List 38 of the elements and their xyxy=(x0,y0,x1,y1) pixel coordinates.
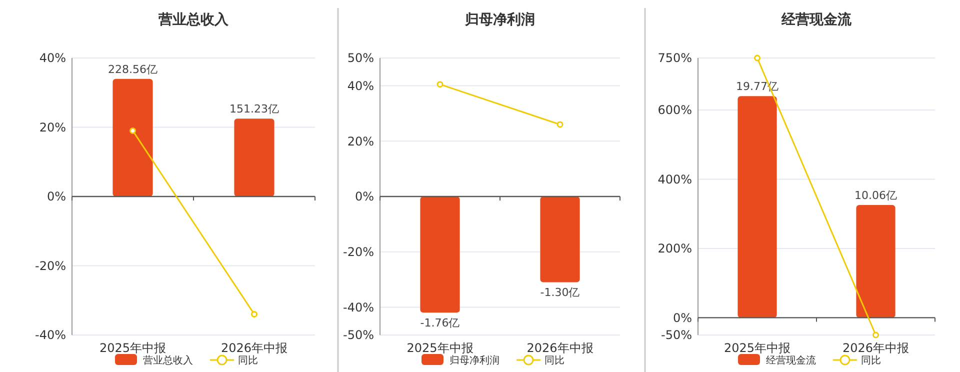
y-tick-label: 50% xyxy=(347,51,374,66)
y-tick-label: 20% xyxy=(347,134,374,148)
y-tick-label: 20% xyxy=(39,120,66,134)
y-tick-label: 0% xyxy=(354,190,374,204)
y-tick-label: 400% xyxy=(658,172,692,186)
data-label: -1.76亿 xyxy=(420,316,460,330)
legend-label: 同比 xyxy=(861,354,881,366)
legend-label: 同比 xyxy=(238,354,258,366)
data-label: -1.30亿 xyxy=(540,286,580,300)
y-tick-label: 0% xyxy=(46,190,66,204)
x-tick-label: 2026年中报 xyxy=(220,341,288,355)
chart-title: 营业总收入 xyxy=(158,12,230,28)
y-tick-label: 40% xyxy=(39,51,66,66)
y-tick-label: -50% xyxy=(342,328,374,342)
y-tick-label: 40% xyxy=(347,78,374,93)
y-tick-label: 200% xyxy=(658,242,692,256)
legend-label: 经营现金流 xyxy=(766,354,816,366)
chart-title: 归母净利润 xyxy=(464,11,535,28)
x-tick-label: 2025年中报 xyxy=(724,341,791,355)
legend-label: 归母净利润 xyxy=(450,354,500,366)
y-tick-label: -40% xyxy=(34,328,66,342)
data-label: 10.06亿 xyxy=(854,188,897,202)
y-tick-label: 600% xyxy=(658,103,692,118)
y-tick-label: 0% xyxy=(672,310,692,325)
y-tick-label: 750% xyxy=(658,51,692,66)
x-tick-label: 2026年中报 xyxy=(526,341,594,355)
y-tick-label: -20% xyxy=(34,258,66,273)
legend-label: 营业总收入 xyxy=(143,354,193,366)
legend-label: 同比 xyxy=(544,354,564,366)
x-tick-label: 2026年中报 xyxy=(842,341,910,355)
data-label: 228.56亿 xyxy=(108,62,158,76)
y-tick-label: -40% xyxy=(342,300,374,314)
data-label: 151.23亿 xyxy=(230,102,279,116)
chart-title: 经营现金流 xyxy=(780,11,852,28)
y-tick-label: -50% xyxy=(660,328,692,342)
y-tick-label: -20% xyxy=(342,245,374,260)
x-tick-label: 2025年中报 xyxy=(99,341,166,355)
x-tick-label: 2025年中报 xyxy=(406,341,474,355)
